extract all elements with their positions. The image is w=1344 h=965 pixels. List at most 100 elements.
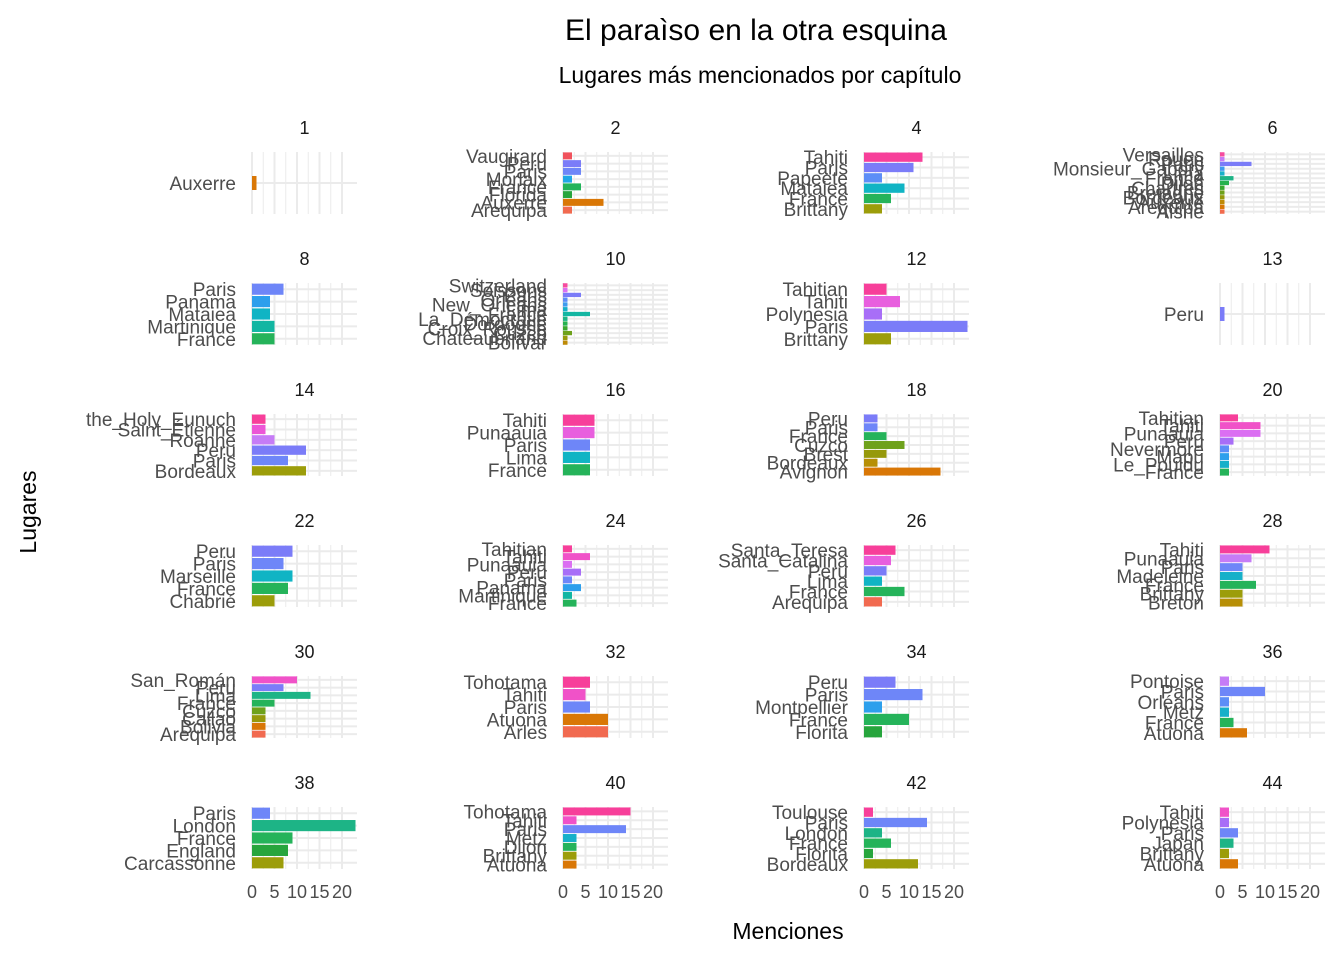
facets-layer: 1Auxerre2VaugirardPeruParisMorlaixFrance… [86,118,1325,902]
bar-Tahiti [563,414,595,426]
bar-Cuzco [864,441,905,449]
category-label: France [789,834,848,855]
category-label: Florita [795,723,848,744]
category-label: Bordeaux [155,462,237,483]
category-label: Bolivia [180,717,236,738]
bar-Dordogne [563,321,568,326]
x-tick-label: 10 [1255,882,1275,902]
bar-France [252,582,288,594]
facet-strip-label: 18 [906,380,926,400]
category-label: Mataiea [168,305,236,326]
bar-Metz [1220,707,1229,717]
x-tick-label: 10 [598,882,618,902]
category-label: France [177,579,236,600]
bar-France [1220,468,1229,476]
bar-Marseille [252,570,293,582]
category-label: Peru [1164,432,1204,453]
bar-France [252,699,275,707]
bar-Paris [563,439,590,451]
bar-Tahitian [563,545,572,553]
category-label: Paris [1161,558,1204,579]
category-label: Martinique [147,317,236,338]
bar-Peru [252,684,284,692]
bar-Brittany [864,204,882,214]
category-label: Florita [795,845,848,866]
bar-Peru [563,160,581,168]
bar-Paris [563,167,581,175]
category-label: Paris [805,317,848,338]
facet-panel-20: 20 TahitianTahitiPunaauiaPeruNevermoreMap… [1110,380,1325,484]
facet-strip-label: 1 [299,118,309,138]
bar-Croix_Rousse [563,326,568,331]
category-label: France [789,710,848,731]
category-label: Paris [805,159,848,180]
category-label: France [1145,714,1204,735]
category-label: Panama [165,293,236,314]
category-label: Martinique [458,586,547,607]
category-label: Morlaix [486,170,548,191]
bar-Paris [252,807,270,819]
category-label: Lima [506,300,548,321]
bar-Vaugirard [563,152,572,160]
category-label: Tahiti [503,686,547,707]
bar-Martinique [252,320,275,332]
x-tick-label: 5 [1237,882,1247,902]
bar-Orléans [1220,697,1229,707]
category-label: Mataiea [780,179,848,200]
category-label: Chabrié [169,592,236,613]
bar-Cuzco [252,707,266,715]
bar-London [864,828,882,838]
facet-strip-label: 34 [906,642,926,662]
bar-Orléans [563,297,568,302]
category-label: Switzerland [449,276,547,297]
category-label: Nevermore [1110,440,1204,461]
category-label: Paris [193,280,236,301]
x-tick-label: 5 [269,882,279,902]
category-label: Toulouse [772,803,848,824]
bar-Florita [864,848,873,859]
facet-strip-label: 16 [605,380,625,400]
bar-France [252,333,275,345]
x-tick-label: 15 [620,882,640,902]
category-label: Saint_Étienne [118,421,236,442]
facet-panel-40: 40 TohotamaTahitiParisMetzDijonBrittanyAt… [464,773,668,902]
bar-France [1220,717,1234,728]
category-label: Avignon [780,463,848,484]
category-label: Soissons [470,281,547,302]
bar-Florida [563,191,572,199]
category-label: Brittany [784,200,849,221]
category-label: Atuona [1144,724,1205,745]
category-label: Chartres [1131,179,1204,200]
bar-France [864,838,891,848]
category-label: France [1145,576,1204,597]
bar-Paris [1220,828,1238,838]
bar-Martinique [563,591,572,599]
category-label: Peru [507,563,547,584]
category-label: Metz [506,829,547,850]
facet-strip-label: 8 [299,249,309,269]
category-label: Arequipa [160,725,236,746]
bar-France [864,713,909,725]
bar-Tohotama [563,807,631,816]
bar-Atuona [1220,728,1247,738]
category-label: Brittany [784,330,849,351]
category-label: San_Román [130,671,236,692]
facet-panel-26: 26 Santa_TeresaSanta_CatalinaPeruLimaFran… [718,511,969,614]
category-label: Punaauia [1124,549,1205,570]
bar-Paris [563,701,590,713]
category-label: Tohotama [464,802,548,823]
bar-Chabrié [252,595,275,607]
bar-Brittany [1220,589,1243,598]
category-label: France [177,829,236,850]
category-label: France [488,305,547,326]
facet-strip-label: 4 [911,118,921,138]
category-label: Paris [1161,155,1204,176]
bar-Peru [252,445,306,455]
bar-Polynesia [1220,817,1229,828]
category-label: Lima [807,572,849,593]
bar-Dijon [563,842,577,851]
x-tick-label: 15 [921,882,941,902]
bar-Bretagne [1220,190,1225,195]
